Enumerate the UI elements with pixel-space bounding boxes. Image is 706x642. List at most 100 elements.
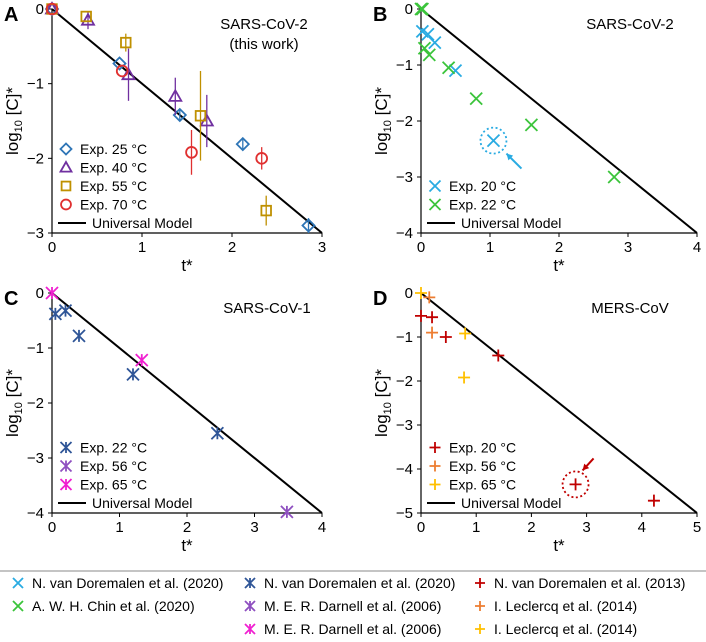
source-label: M. E. R. Darnell et al. (2006) (264, 621, 441, 637)
arrow-head (506, 153, 514, 161)
data-point (441, 61, 456, 75)
data-point (415, 2, 430, 16)
y-tick-label: −3 (27, 450, 44, 467)
data-point (112, 56, 127, 71)
data-point (492, 349, 505, 362)
x-tick-label: 2 (527, 519, 535, 536)
series-exp-22-c (48, 303, 225, 440)
legend-label: Exp. 70 °C (80, 197, 147, 213)
source-item: M. E. R. Darnell et al. (2006) (244, 621, 441, 637)
legend-label: Exp. 22 °C (449, 197, 516, 213)
data-point (569, 478, 582, 491)
x-tick-label: 0 (417, 519, 425, 536)
legend-marker (429, 460, 441, 472)
y-tick-label: −4 (396, 461, 413, 478)
legend-label: Exp. 25 °C (80, 141, 147, 157)
panel-title: SARS-CoV-2 (586, 16, 674, 33)
source-marker (244, 623, 256, 635)
source-label: M. E. R. Darnell et al. (2006) (264, 598, 441, 614)
data-point (185, 146, 198, 159)
x-tick-label: 2 (183, 519, 191, 536)
panel-label: C (4, 288, 18, 310)
y-axis-label: log10 [C]* (3, 369, 25, 437)
data-point (426, 326, 439, 339)
universal-model-line (420, 8, 698, 234)
data-point (417, 41, 432, 55)
legend-item: Exp. 20 °C (429, 440, 516, 456)
data-point (48, 307, 63, 321)
y-axis-label: log10 [C]* (372, 369, 394, 437)
y-tick-label: −1 (27, 76, 44, 93)
data-point (260, 204, 272, 217)
data-point (235, 136, 251, 152)
data-point (45, 286, 59, 300)
legend-item: Exp. 65 °C (59, 477, 147, 493)
universal-model-line (420, 292, 698, 514)
x-tick-label: 2 (228, 239, 236, 256)
source-label: I. Leclercq et al. (2014) (494, 598, 637, 614)
legend-marker (59, 142, 73, 156)
panel-title: (this work) (229, 36, 298, 53)
panel-label: B (373, 4, 387, 26)
y-tick-label: −2 (396, 113, 413, 130)
x-tick-label: 1 (486, 239, 494, 256)
legend-label: Exp. 20 °C (449, 178, 516, 194)
legend-item: Exp. 22 °C (428, 197, 516, 213)
data-point (120, 66, 137, 81)
legend-item: Universal Model (58, 215, 192, 231)
legend-label: Exp. 40 °C (80, 160, 147, 176)
legend-item: Universal Model (58, 495, 192, 511)
data-point (80, 10, 92, 23)
legend-item: Exp. 55 °C (60, 178, 147, 194)
source-marker (244, 600, 256, 612)
data-point (486, 133, 501, 148)
legend-marker (428, 198, 442, 211)
highlight-circle (479, 126, 508, 155)
y-tick-label: −3 (396, 417, 413, 434)
legend-label: Universal Model (461, 495, 561, 511)
x-axis-label: t* (553, 536, 565, 555)
source-marker (244, 577, 256, 589)
data-point (524, 118, 539, 132)
source-item: A. W. H. Chin et al. (2020) (12, 598, 195, 614)
data-point (415, 309, 427, 322)
chart-panel-a: 0 1 2 3 0 −1 −2 −3 t* log10 [C]* A SARS-CoV-2 (this … (3, 1, 326, 275)
source-item: N. van Doremalen et al. (2020) (12, 575, 223, 591)
legend-label: Exp. 56 °C (449, 458, 516, 474)
chart-panel-c: 0 1 2 3 4 0 −1 −2 −3 −4 t* log10 [C]* C SARS-CoV-1 Exp… (3, 285, 326, 555)
data-point (421, 27, 435, 41)
y-tick-label: 0 (36, 285, 44, 302)
data-point (45, 2, 59, 16)
y-tick-label: −2 (27, 395, 44, 412)
data-point (194, 110, 207, 122)
series-exp-40-c (44, 1, 215, 148)
data-point (423, 291, 436, 304)
x-axis-label: t* (181, 536, 193, 555)
series-exp-65-c (45, 286, 149, 367)
source-item: N. van Doremalen et al. (2013) (475, 575, 685, 591)
y-tick-label: −1 (396, 57, 413, 74)
legend-label: Exp. 65 °C (80, 477, 147, 493)
x-tick-label: 4 (318, 519, 326, 536)
panel-title: MERS-CoV (591, 300, 669, 317)
legend-item: Exp. 70 °C (60, 197, 147, 213)
data-point (459, 327, 472, 340)
data-point (439, 331, 452, 343)
x-tick-label: 0 (417, 239, 425, 256)
y-tick-label: −5 (396, 505, 413, 522)
series-exp-20-c (415, 309, 660, 507)
legend-label: Universal Model (461, 215, 561, 231)
x-tick-label: 3 (582, 519, 590, 536)
source-label: N. van Doremalen et al. (2020) (32, 575, 223, 591)
highlight-circle (561, 470, 590, 499)
x-tick-label: 0 (48, 239, 56, 256)
legend-label: Exp. 55 °C (80, 178, 147, 194)
data-point (126, 367, 140, 382)
source-label: N. van Doremalen et al. (2020) (264, 575, 455, 591)
data-point (647, 494, 660, 507)
series-exp-56-c (423, 291, 439, 339)
y-tick-label: 0 (36, 1, 44, 18)
data-point (458, 371, 471, 384)
data-point (422, 48, 436, 62)
